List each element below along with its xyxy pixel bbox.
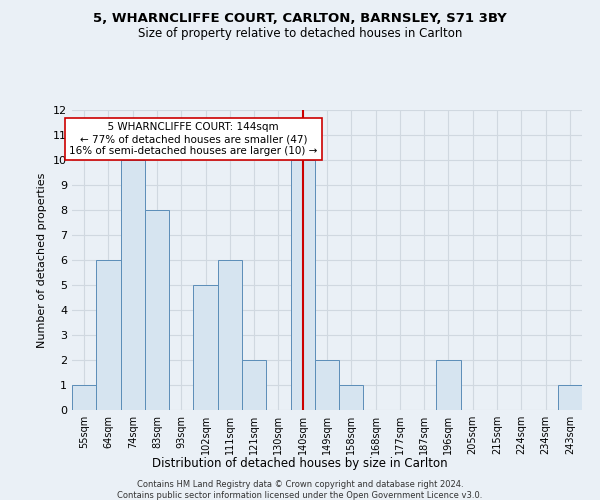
Y-axis label: Number of detached properties: Number of detached properties	[37, 172, 47, 348]
Bar	[558, 385, 582, 410]
Bar	[315, 360, 339, 410]
Text: Distribution of detached houses by size in Carlton: Distribution of detached houses by size …	[152, 458, 448, 470]
Text: Contains HM Land Registry data © Crown copyright and database right 2024.: Contains HM Land Registry data © Crown c…	[137, 480, 463, 489]
Bar	[96, 260, 121, 410]
Bar	[121, 160, 145, 410]
Bar	[193, 285, 218, 410]
Bar	[290, 160, 315, 410]
Text: 5 WHARNCLIFFE COURT: 144sqm  
← 77% of detached houses are smaller (47)
16% of s: 5 WHARNCLIFFE COURT: 144sqm ← 77% of det…	[69, 122, 317, 156]
Bar	[145, 210, 169, 410]
Bar	[72, 385, 96, 410]
Bar	[242, 360, 266, 410]
Bar	[339, 385, 364, 410]
Bar	[436, 360, 461, 410]
Text: Contains public sector information licensed under the Open Government Licence v3: Contains public sector information licen…	[118, 491, 482, 500]
Text: 5, WHARNCLIFFE COURT, CARLTON, BARNSLEY, S71 3BY: 5, WHARNCLIFFE COURT, CARLTON, BARNSLEY,…	[93, 12, 507, 26]
Bar	[218, 260, 242, 410]
Text: Size of property relative to detached houses in Carlton: Size of property relative to detached ho…	[138, 28, 462, 40]
